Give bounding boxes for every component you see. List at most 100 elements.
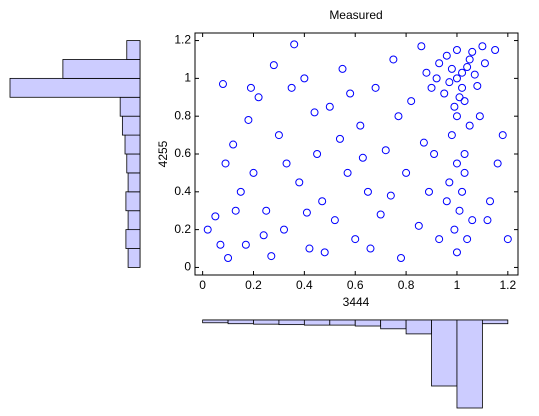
- hist-bar: [202, 319, 229, 324]
- y-tick-label: 0: [184, 260, 191, 274]
- point: [480, 59, 489, 68]
- point: [458, 83, 467, 92]
- hist-bar: [303, 319, 331, 326]
- x-axis-label: 3444: [343, 295, 370, 309]
- point: [287, 83, 296, 92]
- point: [386, 191, 395, 200]
- point: [407, 97, 416, 106]
- point: [447, 64, 456, 73]
- point: [346, 89, 355, 98]
- point: [468, 47, 477, 56]
- point: [330, 216, 339, 225]
- y-tick-label: 1: [184, 71, 191, 85]
- point: [414, 221, 423, 230]
- point: [351, 235, 360, 244]
- hist-bar: [9, 77, 141, 98]
- point: [280, 225, 289, 234]
- point: [473, 81, 482, 90]
- point: [224, 253, 233, 262]
- point: [236, 187, 245, 196]
- point: [503, 235, 512, 244]
- point: [338, 64, 347, 73]
- point: [262, 206, 271, 215]
- point: [455, 93, 464, 102]
- point: [465, 121, 474, 130]
- y-tick-label: 0.6: [174, 146, 191, 160]
- point: [363, 187, 372, 196]
- point: [440, 89, 449, 98]
- y-tick-label: 1.2: [174, 33, 191, 47]
- point: [267, 252, 276, 261]
- point: [447, 131, 456, 140]
- point: [244, 115, 253, 124]
- point: [452, 74, 461, 83]
- point: [310, 108, 319, 117]
- point: [343, 168, 352, 177]
- point: [452, 159, 461, 168]
- point: [249, 168, 258, 177]
- point: [465, 55, 474, 64]
- point: [397, 253, 406, 262]
- point: [452, 46, 461, 55]
- point: [394, 112, 403, 121]
- point: [463, 63, 472, 72]
- hist-bar: [127, 248, 141, 268]
- point: [458, 187, 467, 196]
- point: [274, 131, 283, 140]
- hist-bar: [119, 96, 141, 117]
- point: [203, 225, 212, 234]
- hist-bar: [380, 319, 407, 330]
- point: [424, 187, 433, 196]
- hist-bar: [329, 319, 356, 326]
- y-tick-label: 0.4: [174, 184, 191, 198]
- point: [259, 231, 268, 240]
- point: [254, 93, 263, 102]
- point: [371, 83, 380, 92]
- point: [478, 42, 487, 51]
- point: [419, 138, 428, 147]
- point: [302, 208, 311, 217]
- point: [463, 235, 472, 244]
- point: [320, 248, 329, 257]
- x-tick-label: 1: [454, 278, 461, 292]
- y-axis-label: 4255: [156, 140, 170, 167]
- point: [442, 197, 451, 206]
- point: [381, 146, 390, 155]
- point: [300, 74, 309, 83]
- point: [356, 121, 365, 130]
- hist-bar: [121, 115, 141, 136]
- point: [402, 168, 411, 177]
- hist-bar: [431, 319, 458, 387]
- point: [493, 159, 502, 168]
- point: [445, 78, 454, 87]
- point: [455, 206, 464, 215]
- point: [498, 131, 507, 140]
- chart-title: Measured: [329, 8, 382, 22]
- point: [417, 42, 426, 51]
- hist-bar: [253, 319, 280, 325]
- hist-bar: [126, 40, 141, 60]
- point: [470, 70, 479, 79]
- point: [460, 150, 469, 158]
- point: [452, 248, 461, 257]
- hist-bar: [125, 229, 141, 249]
- hist-bar: [481, 319, 509, 325]
- hist-bar: [126, 153, 141, 174]
- y-tick-label: 0.2: [174, 222, 191, 236]
- x-tick-label: 0.8: [398, 278, 415, 292]
- x-tick-label: 0.2: [245, 278, 262, 292]
- point: [435, 59, 444, 68]
- x-tick-label: 0: [199, 278, 206, 292]
- point: [216, 240, 225, 249]
- point: [211, 212, 220, 221]
- x-tick-label: 1.2: [499, 278, 516, 292]
- point: [218, 80, 227, 89]
- point: [422, 68, 431, 77]
- x-tick-label: 0.4: [296, 278, 313, 292]
- point: [452, 112, 461, 121]
- point: [221, 159, 230, 168]
- point: [290, 40, 299, 49]
- hist-bar: [456, 319, 483, 409]
- point: [430, 150, 439, 158]
